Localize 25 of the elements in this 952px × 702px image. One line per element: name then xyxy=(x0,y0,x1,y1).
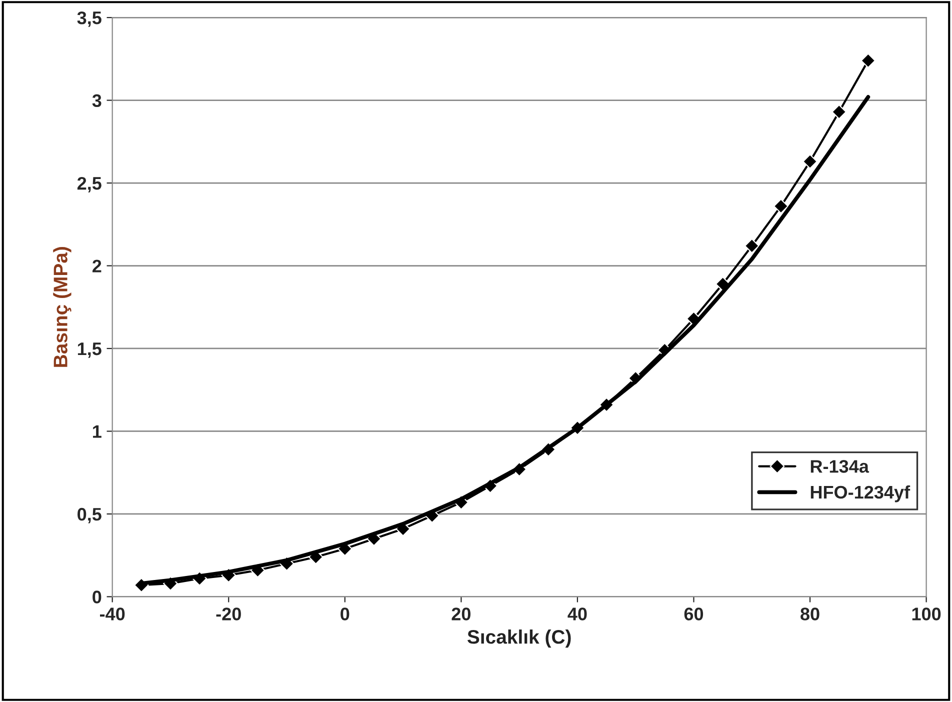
y-tick-label: 1,5 xyxy=(78,342,102,358)
y-tick-label: 2,5 xyxy=(77,176,102,192)
x-tick-label: -40 xyxy=(100,608,125,620)
y-tick-label: 0 xyxy=(92,590,102,604)
legend-label: R-134a xyxy=(810,460,870,473)
x-tick-label: 80 xyxy=(800,608,820,620)
point xyxy=(860,53,876,68)
y-tick-label: 1 xyxy=(93,425,102,438)
point xyxy=(802,154,818,169)
y-tick-label: 3 xyxy=(92,94,102,108)
x-tick-label: 20 xyxy=(452,608,470,620)
point xyxy=(744,238,760,254)
x-tick-label: 0 xyxy=(340,608,350,620)
x-tick-label: -20 xyxy=(216,608,241,620)
y-tick-label: 3,5 xyxy=(77,11,102,27)
x-tick-label: 40 xyxy=(568,608,587,620)
y-tick-label: 0,5 xyxy=(78,508,102,524)
x-tick-label: 60 xyxy=(684,608,704,620)
point xyxy=(832,104,846,120)
y-tick-label: 2 xyxy=(92,260,102,272)
y-axis-title: Basınç (MPa) xyxy=(53,247,72,367)
point xyxy=(774,198,788,214)
legend-label: HFO-1234yf xyxy=(810,485,910,502)
x-axis-title: Sıcaklık (C) xyxy=(467,630,571,648)
x-tick-label: 100 xyxy=(912,608,941,620)
